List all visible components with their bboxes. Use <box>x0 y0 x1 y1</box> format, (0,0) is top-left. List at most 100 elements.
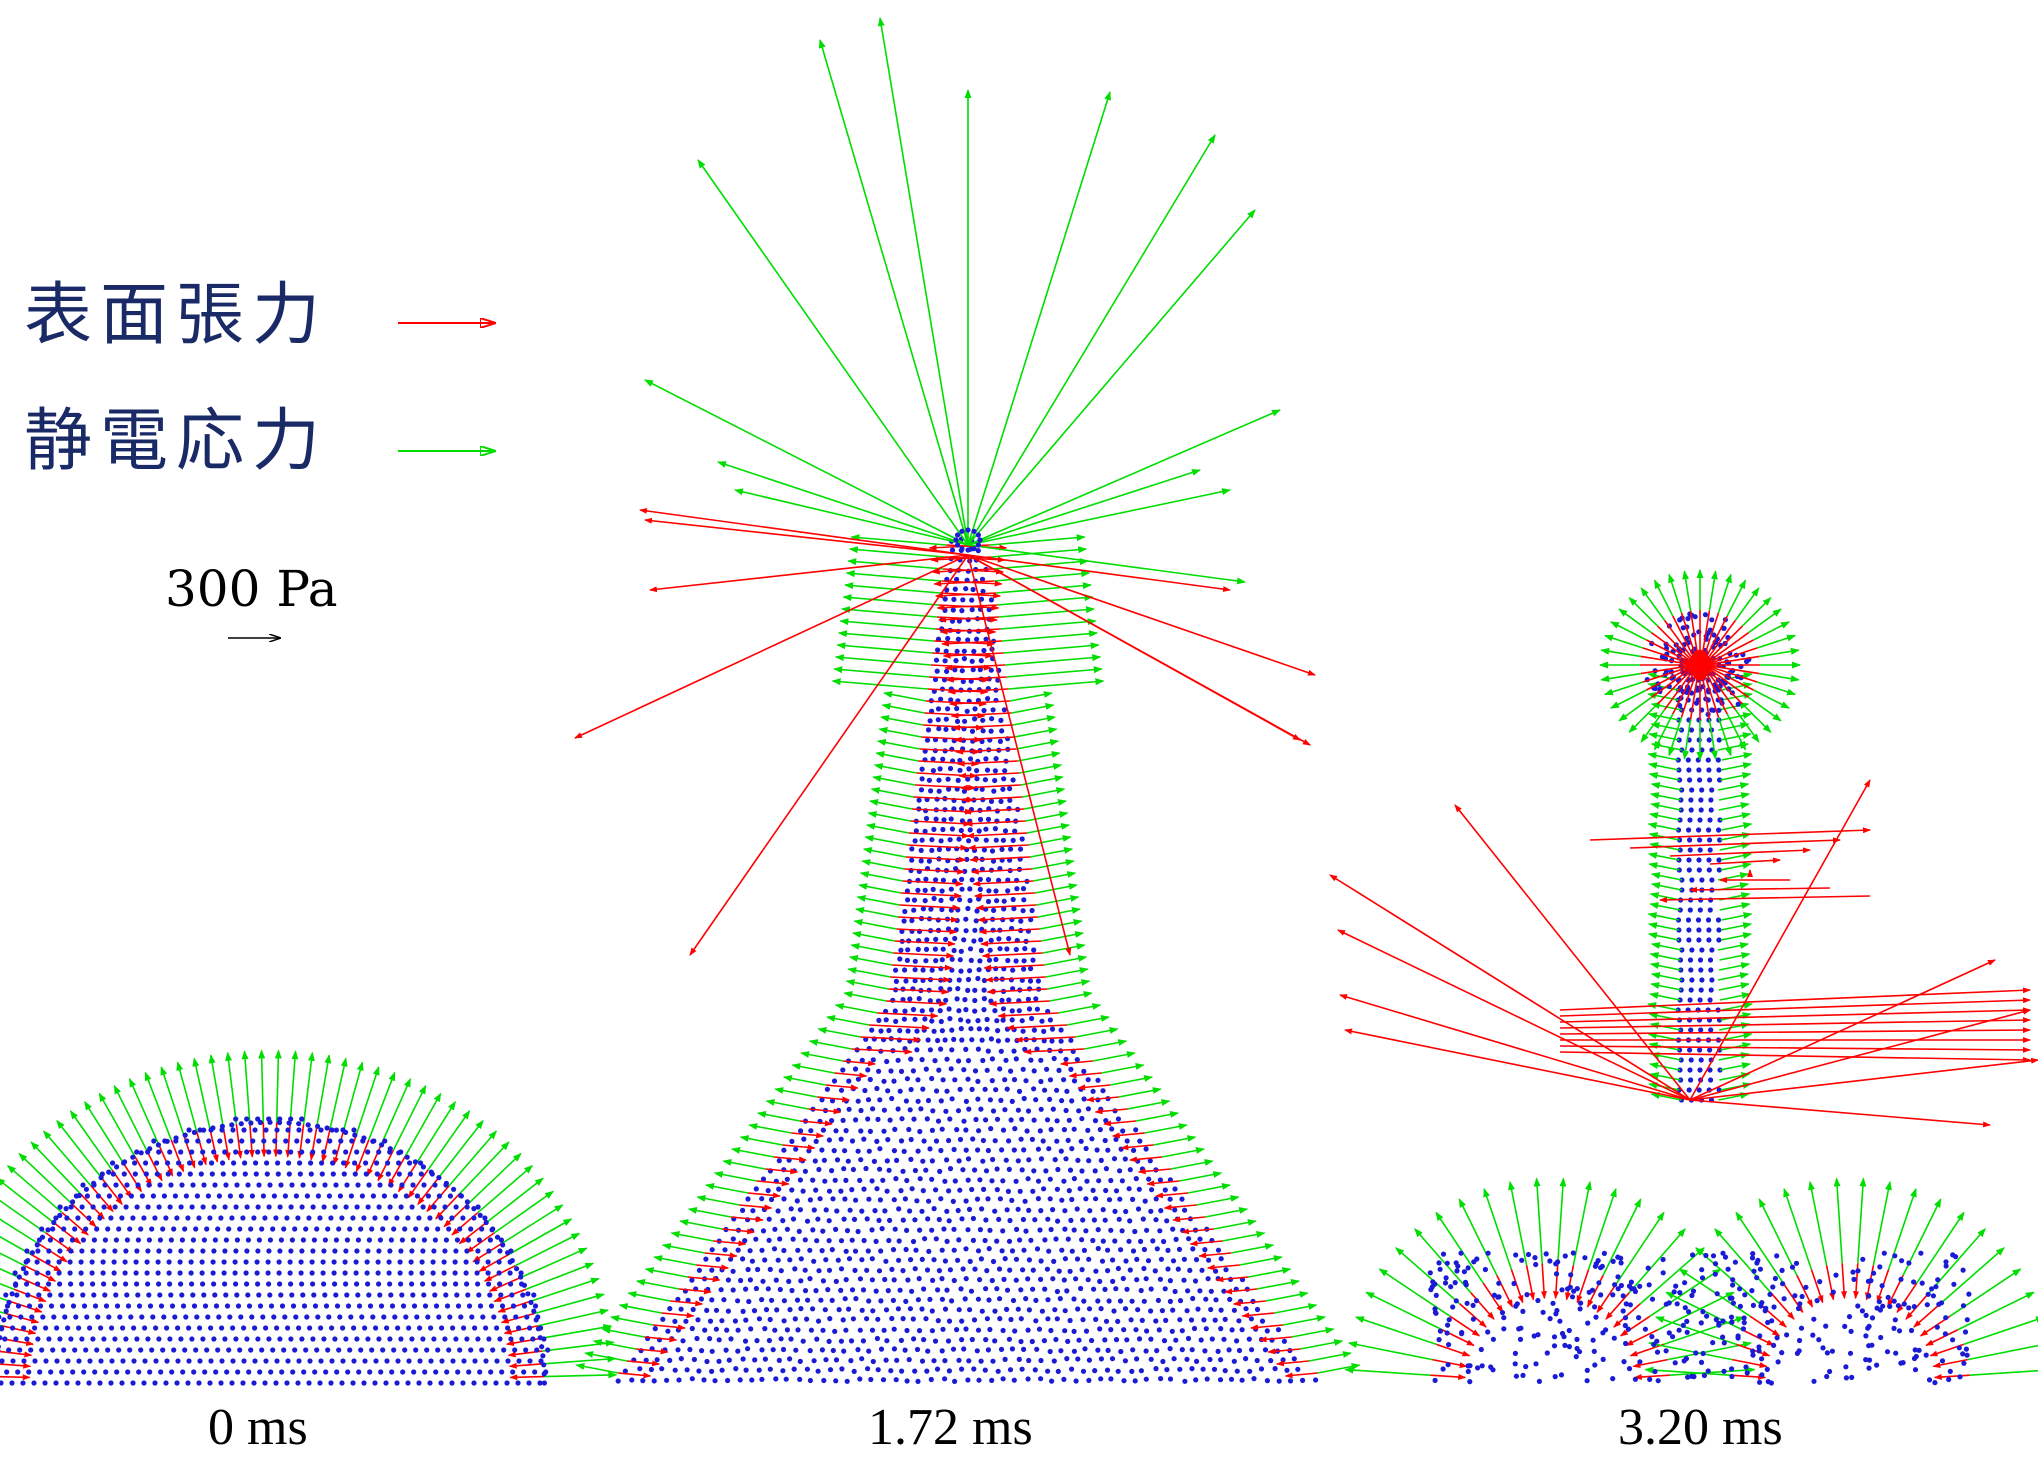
particle-node <box>65 1325 71 1331</box>
surface-tension-arrow <box>1619 1315 1651 1337</box>
particle-node <box>1663 1348 1669 1354</box>
particle-node <box>960 1167 966 1173</box>
particle-node <box>932 1058 938 1064</box>
particle-node <box>253 1171 259 1177</box>
particle-node <box>278 1237 284 1243</box>
particle-node <box>923 815 930 822</box>
electrostatic-stress-arrow <box>967 544 1246 585</box>
particle-node <box>57 1248 63 1254</box>
particle-node <box>1698 807 1704 813</box>
particle-node <box>877 1197 884 1203</box>
particle-node <box>374 1171 380 1177</box>
particle-node <box>1520 1308 1526 1314</box>
particle-node <box>1957 1374 1963 1380</box>
particle-node <box>849 1187 855 1193</box>
particle-node <box>838 1188 844 1194</box>
electrostatic-stress-arrow <box>991 546 1088 558</box>
particle-node <box>870 1308 876 1314</box>
particle-node <box>961 937 967 943</box>
surface-tension-arrow <box>967 844 1029 851</box>
particle-node <box>1083 1228 1089 1234</box>
particle-node <box>971 648 977 655</box>
particle-node <box>293 1193 299 1199</box>
electrostatic-stress-arrow <box>873 763 917 774</box>
particle-node <box>979 1206 985 1212</box>
particle-node <box>969 658 975 664</box>
electrostatic-stress-arrow <box>831 678 928 690</box>
particle-node <box>234 1292 240 1298</box>
particle-node <box>923 946 930 953</box>
surface-tension-arrow <box>1669 847 1811 857</box>
particle-node <box>1211 1366 1218 1372</box>
particle-node <box>212 1292 218 1298</box>
particle-node <box>80 1292 86 1298</box>
electrostatic-stress-arrow <box>808 1039 852 1050</box>
particle-node <box>138 1347 144 1353</box>
particle-node <box>326 1314 332 1320</box>
particle-node <box>1015 1107 1022 1113</box>
particle-node <box>191 1369 197 1375</box>
electrostatic-stress-arrow <box>1239 1255 1283 1266</box>
particle-node <box>1016 1088 1023 1094</box>
particle-node <box>177 1270 183 1276</box>
particle-node <box>1697 1067 1703 1073</box>
particle-node <box>226 1347 232 1353</box>
surface-tension-arrow <box>902 880 964 887</box>
particle-node <box>936 846 943 853</box>
particle-node <box>678 1356 684 1362</box>
electrostatic-stress-arrow <box>1717 872 1750 881</box>
particle-node <box>1432 1377 1438 1383</box>
particle-node <box>1148 1356 1154 1362</box>
surface-tension-arrow <box>134 1155 153 1187</box>
particle-node <box>1000 1006 1007 1012</box>
particle-node <box>1532 1255 1538 1261</box>
particle-node <box>1061 1376 1067 1382</box>
particle-node <box>1025 1327 1031 1333</box>
particle-node <box>1843 1375 1849 1381</box>
electrostatic-stress-arrow <box>1720 762 1753 771</box>
particle-node <box>667 1306 673 1312</box>
particle-node <box>709 1267 715 1273</box>
particle-node <box>333 1237 339 1243</box>
particle-node <box>1942 1331 1948 1337</box>
surface-tension-arrow <box>1206 1264 1240 1271</box>
surface-tension-arrow <box>649 554 969 593</box>
particle-node <box>1730 1277 1736 1283</box>
particle-node <box>1660 1270 1666 1276</box>
electrostatic-stress-arrow <box>1949 1268 2022 1317</box>
particle-node <box>292 1347 298 1353</box>
particle-node <box>502 1314 508 1320</box>
particle-node <box>464 1199 470 1205</box>
particle-node <box>1612 1282 1618 1288</box>
particle-node <box>1543 1251 1549 1257</box>
particle-node <box>245 1182 251 1188</box>
particle-node <box>9 1380 15 1386</box>
particle-node <box>1696 827 1702 833</box>
particle-node <box>977 816 984 823</box>
particle-node <box>1135 1206 1142 1212</box>
particle-node <box>841 1216 847 1222</box>
particle-node <box>826 1238 832 1244</box>
particle-node <box>1007 1267 1013 1273</box>
particle-node <box>1181 1256 1187 1262</box>
particle-node <box>760 1278 766 1284</box>
particle-node <box>1737 1303 1743 1309</box>
particle-node <box>442 1204 448 1210</box>
surface-tension-arrow <box>355 1139 370 1173</box>
particle-node <box>1050 1207 1056 1213</box>
particle-node <box>919 1306 925 1312</box>
particle-node <box>190 1292 196 1298</box>
particle-node <box>912 958 918 964</box>
particle-node <box>1061 1127 1067 1133</box>
particle-node <box>98 1325 104 1331</box>
particle-node <box>931 1358 937 1364</box>
particle-node <box>379 1142 385 1148</box>
electrostatic-stress-arrow <box>1058 1003 1102 1014</box>
particle-node <box>956 1357 962 1363</box>
particle-node <box>920 1086 926 1092</box>
particle-node <box>804 1316 810 1322</box>
particle-node <box>933 1138 940 1144</box>
particle-node <box>134 1204 140 1210</box>
particle-node <box>869 1178 875 1184</box>
electrostatic-stress-arrow <box>1274 1303 1318 1314</box>
